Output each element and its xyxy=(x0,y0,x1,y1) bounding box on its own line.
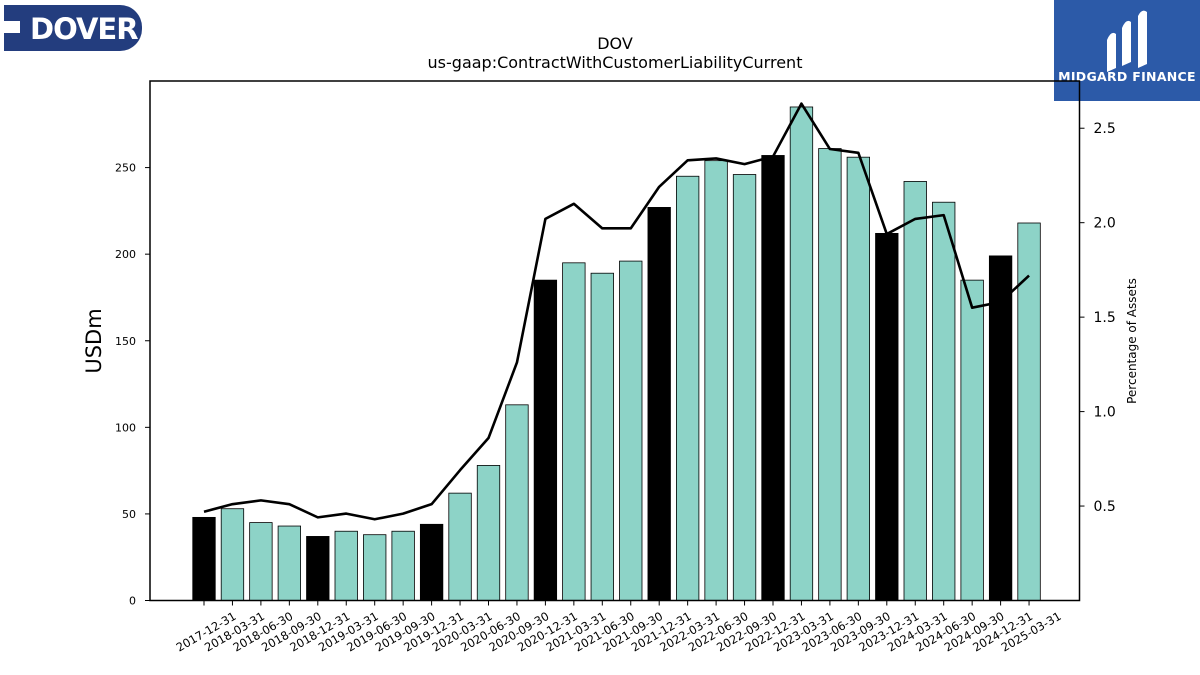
chart-subtitle: us-gaap:ContractWithCustomerLiabilityCur… xyxy=(428,53,803,72)
bar xyxy=(818,148,842,601)
brand-logo: MIDGARD FINANCE xyxy=(1054,0,1200,101)
y2-axis-ticks: 0.5 1.0 1.5 2.0 2.5 xyxy=(1079,121,1116,515)
bar xyxy=(277,525,302,601)
brand-logo-icon xyxy=(1107,10,1147,72)
bar xyxy=(249,522,273,601)
bar xyxy=(676,175,700,601)
bar xyxy=(533,279,558,601)
bar xyxy=(419,523,444,601)
bar xyxy=(789,106,814,601)
y2-axis-label: Percentage of Assets xyxy=(1125,278,1139,404)
bar xyxy=(220,508,245,601)
bar xyxy=(619,260,643,601)
bar xyxy=(192,516,216,601)
company-logo: DOVER xyxy=(4,5,142,51)
bar xyxy=(903,181,927,601)
percentage-line xyxy=(203,102,1030,521)
y2-tick-label: 2.0 xyxy=(1094,216,1116,232)
x-axis-ticks: 2017-12-312018-03-312018-06-302018-09-30… xyxy=(174,600,1064,655)
bar xyxy=(988,255,1013,601)
bar xyxy=(846,156,870,601)
plot-frame xyxy=(149,80,1081,602)
bar-series xyxy=(192,106,1041,601)
company-logo-mark xyxy=(4,21,20,33)
bar xyxy=(391,530,415,601)
bar xyxy=(704,160,728,601)
company-logo-text: DOVER xyxy=(30,12,138,46)
y-tick-label: 50 xyxy=(122,508,136,521)
bar xyxy=(647,207,671,601)
bar xyxy=(306,536,330,601)
bar xyxy=(562,262,586,601)
chart-title: DOV xyxy=(597,34,633,53)
y-tick-label: 0 xyxy=(129,595,136,608)
bar xyxy=(732,174,757,601)
y2-tick-label: 1.0 xyxy=(1094,405,1116,421)
company-logo-bg xyxy=(4,5,142,51)
bar xyxy=(476,465,501,601)
y2-tick-label: 1.5 xyxy=(1094,310,1116,326)
bar xyxy=(590,272,614,601)
bar xyxy=(1017,222,1041,601)
y-axis-ticks: 0 50 100 150 200 250 xyxy=(115,162,150,608)
bar xyxy=(448,492,472,601)
y2-tick-label: 2.5 xyxy=(1094,121,1116,137)
y-tick-label: 100 xyxy=(115,421,136,434)
y2-tick-label: 0.5 xyxy=(1094,499,1116,515)
bar xyxy=(875,232,899,601)
bar xyxy=(932,201,956,601)
bar xyxy=(761,155,785,601)
bar xyxy=(960,279,984,601)
y-tick-label: 250 xyxy=(115,162,136,175)
y-axis-label: USDm xyxy=(82,308,106,373)
y-tick-label: 150 xyxy=(115,335,136,348)
bar xyxy=(363,534,387,601)
y-tick-label: 200 xyxy=(115,248,136,261)
bar xyxy=(334,530,358,601)
bar xyxy=(505,404,529,601)
brand-logo-text: MIDGARD FINANCE xyxy=(1058,69,1196,84)
line-series xyxy=(203,102,1030,521)
